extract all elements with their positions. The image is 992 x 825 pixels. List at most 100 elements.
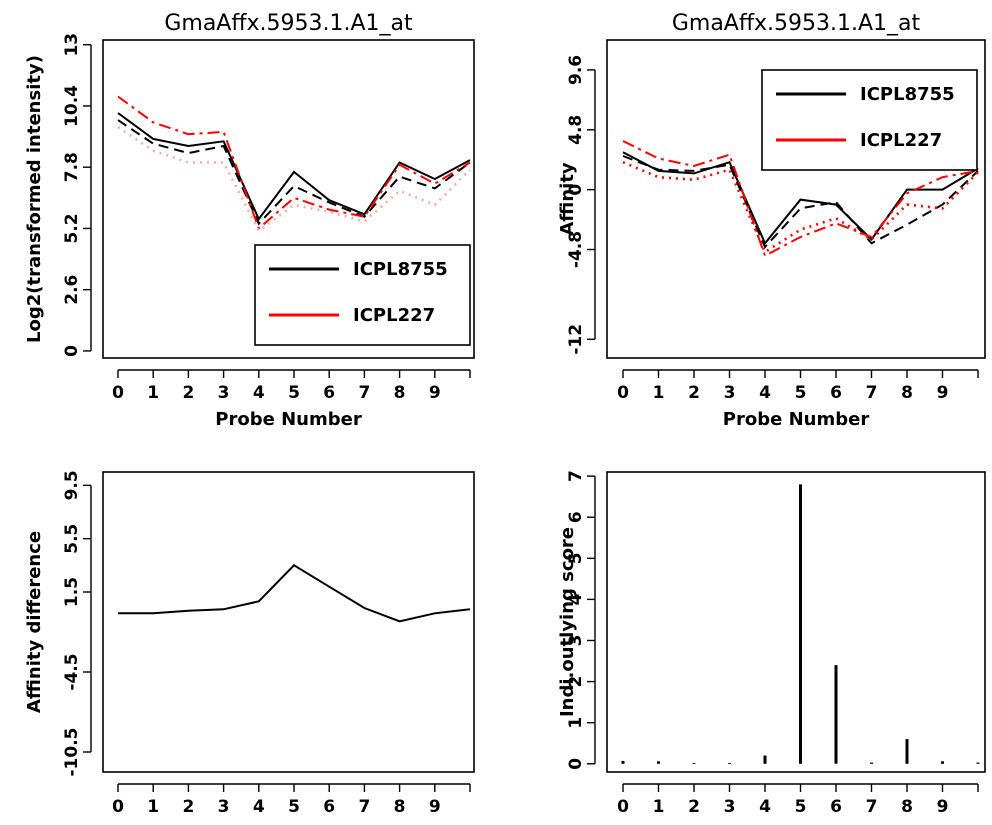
series-line-1 — [117, 112, 471, 221]
x-tick-label: 8 — [394, 797, 406, 817]
x-axis: 0 1 2 3 4 5 6 7 8 9 — [617, 369, 979, 403]
y-axis-label: Affinity — [557, 162, 578, 236]
legend-label: ICPL227 — [353, 305, 435, 326]
x-tick-label: 3 — [724, 383, 736, 403]
x-tick-label: 7 — [358, 383, 370, 403]
y-tick-label: 4.8 — [566, 115, 586, 145]
plot-frame — [102, 39, 475, 359]
y-tick-label: 5 — [566, 552, 586, 564]
x-tick-label: 8 — [901, 383, 913, 403]
y-axis-label: Affinity difference — [24, 531, 45, 713]
plot-frame — [606, 39, 986, 359]
panel-3: 0 1 2 3 4 5 6 7 8 9 -10.5 -4.5 1.5 5.5 9.5 Affinity dif… — [24, 470, 475, 817]
x-tick-label: 4 — [759, 383, 771, 403]
plot-frame — [606, 471, 986, 773]
panel-1: GmaAffx.5953.1.A1_at 0 1 2 3 4 5 6 7 8 9 Probe Numb… — [24, 11, 475, 430]
y-axis: 0 1 2 3 4 5 6 7 — [566, 470, 596, 770]
x-tick-label: 8 — [394, 383, 406, 403]
x-tick-label: 5 — [288, 383, 300, 403]
chart-title: GmaAffx.5953.1.A1_at — [672, 11, 921, 36]
y-tick-label: 2 — [566, 676, 586, 688]
y-tick-label: 10.4 — [62, 85, 82, 127]
legend-label: ICPL8755 — [353, 259, 448, 280]
x-tick-label: 5 — [288, 797, 300, 817]
y-tick-label: -4.5 — [62, 653, 82, 690]
y-axis: -12 -4.8 0 4.8 9.6 — [566, 55, 596, 355]
x-tick-label: 1 — [147, 797, 159, 817]
y-tick-label: 6 — [566, 511, 586, 523]
x-tick-label: 3 — [218, 797, 230, 817]
series-line-1 — [118, 564, 471, 623]
y-tick-label: -10.5 — [62, 728, 82, 777]
y-tick-label: 7.8 — [62, 152, 82, 182]
x-tick-label: 6 — [323, 797, 335, 817]
y-tick-label: 4 — [566, 593, 586, 605]
y-tick-label: 7 — [566, 470, 586, 482]
y-tick-label: -12 — [566, 324, 586, 355]
y-tick-label: 0 — [566, 184, 586, 196]
x-tick-label: 7 — [866, 383, 878, 403]
x-axis: 0 1 2 3 4 5 6 7 8 9 — [112, 783, 471, 817]
x-tick-label: 4 — [253, 797, 265, 817]
x-tick-label: 1 — [147, 383, 159, 403]
x-tick-label: 0 — [112, 797, 124, 817]
x-tick-label: 9 — [429, 797, 441, 817]
series-line-2 — [117, 119, 471, 226]
x-tick-label: 3 — [724, 797, 736, 817]
x-tick-label: 4 — [759, 797, 771, 817]
x-axis: 0 1 2 3 4 5 6 7 8 9 — [112, 369, 471, 403]
legend: ICPL8755 ICPL227 — [254, 244, 471, 346]
y-tick-label: 1 — [566, 717, 586, 729]
y-axis-label: Log2(transformed intensity) — [24, 55, 45, 343]
x-tick-label: 1 — [653, 797, 665, 817]
legend: ICPL8755 ICPL227 — [761, 69, 978, 171]
x-axis-label: Probe Number — [215, 409, 362, 430]
x-tick-label: 0 — [617, 797, 629, 817]
x-tick-label: 3 — [218, 383, 230, 403]
panel-4: 0 1 2 3 4 5 6 7 8 9 0 1 2 3 4 5 6 7 Indi.outlying score — [557, 470, 986, 817]
series-line-3 — [117, 95, 471, 231]
x-tick-label: 1 — [653, 383, 665, 403]
y-tick-label: 1.5 — [62, 577, 82, 607]
x-tick-label: 7 — [358, 797, 370, 817]
x-tick-label: 5 — [795, 383, 807, 403]
x-tick-label: 2 — [688, 797, 700, 817]
x-tick-label: 8 — [901, 797, 913, 817]
x-tick-label: 7 — [866, 797, 878, 817]
x-tick-label: 2 — [182, 797, 194, 817]
legend-label: ICPL8755 — [860, 84, 955, 105]
legend-box — [254, 244, 471, 346]
x-tick-label: 6 — [830, 797, 842, 817]
x-axis: 0 1 2 3 4 5 6 7 8 9 — [617, 783, 979, 817]
y-axis: 0 2.6 5.2 7.8 10.4 13 — [62, 33, 92, 357]
chart-title: GmaAffx.5953.1.A1_at — [164, 11, 413, 36]
legend-label: ICPL227 — [860, 130, 942, 151]
x-tick-label: 6 — [830, 383, 842, 403]
x-tick-label: 2 — [688, 383, 700, 403]
x-axis-label: Probe Number — [723, 409, 870, 430]
y-tick-label: 5.5 — [62, 524, 82, 554]
y-tick-label: 9.6 — [566, 55, 586, 85]
x-tick-label: 9 — [429, 383, 441, 403]
y-tick-label: 0 — [566, 758, 586, 770]
x-tick-label: 2 — [182, 383, 194, 403]
y-axis-label: Indi.outlying score — [557, 527, 578, 717]
y-tick-label: -4.8 — [566, 231, 586, 268]
x-tick-label: 5 — [795, 797, 807, 817]
series-line-3 — [622, 140, 979, 258]
x-tick-label: 0 — [617, 383, 629, 403]
y-tick-label: 5.2 — [62, 213, 82, 243]
legend-box — [761, 69, 978, 171]
x-tick-label: 6 — [323, 383, 335, 403]
y-tick-label: 13 — [62, 33, 82, 57]
x-tick-label: 9 — [937, 797, 949, 817]
series-line-4 — [622, 161, 979, 254]
plot-frame — [102, 471, 475, 773]
x-tick-label: 4 — [253, 383, 265, 403]
y-tick-label: 2.6 — [62, 275, 82, 305]
y-tick-label: 0 — [62, 345, 82, 357]
panel-2: GmaAffx.5953.1.A1_at 0 1 2 3 4 5 6 7 8 9 Probe Numb… — [557, 11, 986, 430]
x-tick-label: 0 — [112, 383, 124, 403]
series-line-1 — [622, 151, 979, 246]
